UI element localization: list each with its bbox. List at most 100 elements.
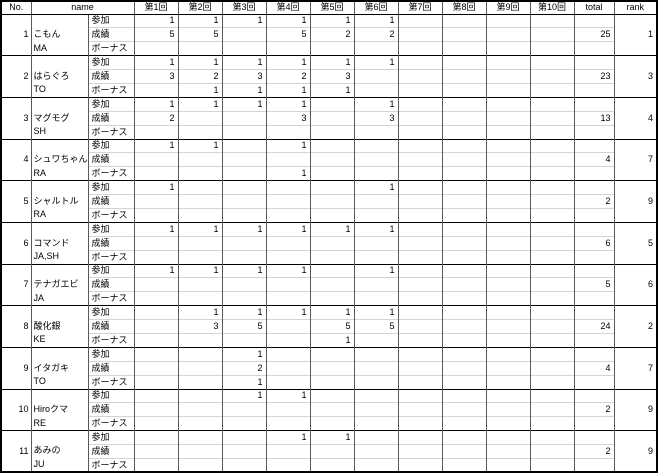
score-cell-round-7 [397, 124, 443, 140]
player-row-bonus: ボーナス 1 [1, 166, 657, 181]
player-row-group-start: 6 コマンド JA,SH 参加 1 1 1 1 1 1 5 [0, 221, 658, 265]
player-name: こもん [33, 29, 61, 40]
score-cell-round-2: 1 [177, 221, 223, 237]
name-cell: シャルトル RA [30, 180, 89, 223]
score-cell-round-5: 1 [309, 82, 355, 98]
score-cell-round-7 [397, 402, 443, 417]
score-cell-round-2 [177, 374, 223, 390]
total-cell: 13 [573, 110, 615, 126]
subrow-label: ボーナス [87, 458, 135, 473]
subrow-label: 参加 [87, 346, 135, 362]
score-cell-round-7 [397, 110, 443, 126]
score-cell-round-9 [485, 319, 531, 334]
score-cell-round-8 [441, 319, 487, 334]
score-cell-round-6 [353, 388, 399, 403]
score-cell-round-3 [221, 291, 267, 306]
no-cell: 11 [0, 430, 31, 473]
subrow-label: 参加 [87, 138, 135, 153]
score-cell-round-7 [397, 69, 443, 84]
score-cell-round-2 [177, 430, 223, 445]
score-cell-round-3 [221, 235, 267, 251]
score-cell-round-1: 1 [133, 221, 179, 237]
score-cell-round-10 [529, 27, 575, 42]
score-cell-round-6 [353, 124, 399, 140]
player-row-bonus: ボーナス [1, 291, 657, 306]
name-cell: マグモグ SH [30, 96, 89, 140]
score-cell-round-5 [309, 277, 355, 292]
player-name: コマンド [33, 237, 70, 248]
rank-cell: 1 [613, 13, 658, 56]
player-row-score: 成績 2 3 3 13 [1, 110, 657, 126]
score-cell-round-8 [441, 388, 487, 403]
score-cell-round-2 [177, 444, 223, 459]
player-row-bonus: ボーナス [1, 416, 657, 431]
score-cell-round-4 [265, 402, 311, 417]
score-cell-round-5 [309, 388, 355, 403]
score-cell-round-2 [177, 277, 223, 292]
score-cell-round-10 [529, 82, 575, 98]
score-cell-round-10 [529, 41, 575, 56]
score-cell-round-9 [485, 180, 531, 195]
score-cell-round-3 [221, 166, 267, 181]
score-cell-round-2 [177, 402, 223, 417]
score-cell-round-8 [441, 138, 487, 153]
score-cell-round-6 [353, 346, 399, 362]
total-cell [573, 221, 615, 237]
score-cell-round-5: 3 [309, 69, 355, 84]
score-cell-round-4: 1 [265, 13, 311, 28]
score-cell-round-7 [397, 13, 443, 28]
rank-cell: 7 [613, 138, 658, 181]
score-cell-round-9 [485, 221, 531, 237]
score-cell-round-4 [265, 207, 311, 223]
score-cell-round-7 [397, 263, 443, 278]
score-cell-round-6 [353, 152, 399, 167]
subrow-label: 参加 [87, 263, 135, 278]
score-cell-round-10 [529, 249, 575, 265]
score-cell-round-1: 1 [133, 263, 179, 278]
score-cell-round-2: 1 [177, 96, 223, 112]
score-cell-round-6 [353, 82, 399, 98]
player-row-bonus: ボーナス [1, 41, 657, 56]
score-cell-round-6 [353, 194, 399, 209]
name-cell: 酸化銀 KE [30, 305, 89, 348]
score-cell-round-4 [265, 180, 311, 195]
player-code: JA [33, 292, 45, 303]
score-cell-round-9 [485, 291, 531, 306]
col-header-round-8: 第8回 [441, 1, 487, 15]
score-cell-round-10 [529, 291, 575, 306]
player-row-bonus: ボーナス 1 1 1 1 [1, 82, 657, 98]
score-cell-round-3: 3 [221, 69, 267, 84]
score-cell-round-4 [265, 152, 311, 167]
score-cell-round-8 [441, 291, 487, 306]
score-cell-round-9 [485, 263, 531, 278]
score-cell-round-2: 3 [177, 319, 223, 334]
score-cell-round-9 [485, 430, 531, 445]
score-cell-round-10 [529, 110, 575, 126]
total-cell [573, 41, 615, 56]
score-cell-round-3 [221, 194, 267, 209]
subrow-label: 参加 [87, 221, 135, 237]
player-row-score: 成績 2 [1, 194, 657, 209]
subrow-label: 成績 [87, 360, 135, 376]
score-cell-round-6 [353, 69, 399, 84]
score-cell-round-4 [265, 41, 311, 56]
total-cell [573, 374, 615, 390]
name-cell: テナガエビ JA [30, 263, 89, 306]
total-cell [573, 180, 615, 195]
score-cell-round-7 [397, 291, 443, 306]
score-cell-round-6 [353, 332, 399, 348]
score-cell-round-1 [133, 194, 179, 209]
score-cell-round-7 [397, 332, 443, 348]
score-cell-round-10 [529, 263, 575, 278]
score-cell-round-5 [309, 360, 355, 376]
no-cell: 9 [0, 346, 31, 390]
score-cell-round-3 [221, 152, 267, 167]
subrow-label: 参加 [87, 388, 135, 403]
score-cell-round-10 [529, 305, 575, 320]
score-cell-round-1 [133, 332, 179, 348]
score-cell-round-8 [441, 458, 487, 473]
score-cell-round-3 [221, 27, 267, 42]
score-cell-round-2: 1 [177, 138, 223, 153]
score-cell-round-3 [221, 138, 267, 153]
score-cell-round-2 [177, 249, 223, 265]
